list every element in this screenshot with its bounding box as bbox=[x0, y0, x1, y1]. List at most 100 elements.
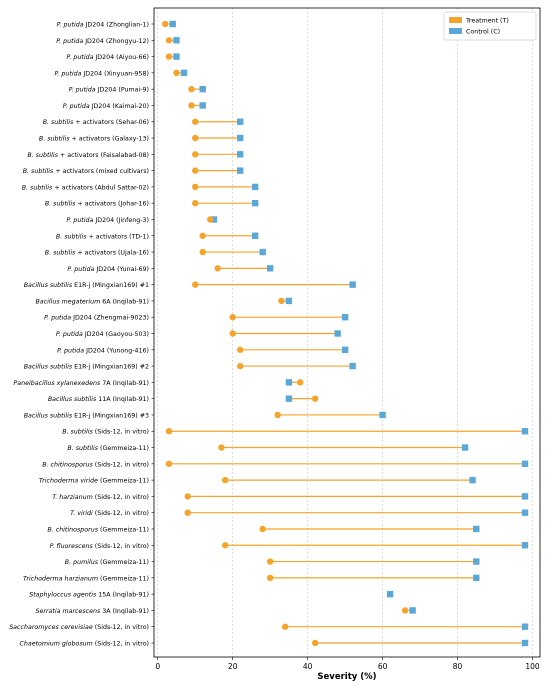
row-label-organism: Chaetomium globosum bbox=[19, 640, 92, 648]
control-marker bbox=[199, 102, 206, 109]
row-label-strain: (Sids-12, in vitro) bbox=[93, 429, 149, 436]
row-label-strain: JD204 (Jinfeng-3) bbox=[93, 217, 149, 224]
row-label-organism: Bacillus subtilis bbox=[24, 281, 73, 289]
treatment-marker bbox=[165, 53, 173, 60]
treatment-marker bbox=[192, 183, 199, 191]
plot-frame bbox=[153, 7, 541, 658]
control-marker bbox=[341, 346, 349, 353]
row-label-strain: 15A (Inqilab-91) bbox=[96, 592, 149, 599]
control-marker bbox=[469, 476, 476, 484]
row-label: P. putida JD204 (Xinyuan-958) bbox=[54, 69, 149, 77]
row-label-strain: (Gemmeiza-11) bbox=[98, 526, 149, 533]
control-marker bbox=[521, 509, 529, 516]
row-label: Saccharomyces cerevisiae (Sids-12, in vi… bbox=[9, 624, 149, 631]
x-tick-label: 60 bbox=[378, 662, 388, 671]
row-label: B. subtilis + activators (TD-1) bbox=[56, 232, 149, 240]
treatment-marker bbox=[165, 37, 173, 44]
row-label-strain: JD204 (Zhengmai-9023) bbox=[71, 315, 149, 322]
row-label: T. viridi (Sids-12, in vitro) bbox=[70, 510, 149, 517]
control-marker bbox=[236, 151, 244, 158]
control-marker bbox=[521, 542, 529, 549]
treatment-marker bbox=[162, 20, 169, 28]
row-label-organism: Trichoderma harzianum bbox=[23, 575, 98, 582]
row-label-organism: B. subtilis bbox=[56, 232, 87, 240]
control-marker bbox=[473, 574, 480, 582]
control-marker bbox=[473, 558, 480, 565]
legend-label-control: Control (C) bbox=[466, 29, 500, 36]
row-label: T. harzianum (Sids-12, in vitro) bbox=[52, 494, 149, 501]
control-marker bbox=[521, 639, 529, 647]
row-label: B. chitinosporus (Gemmeiza-11) bbox=[47, 525, 149, 533]
control-marker bbox=[251, 199, 259, 207]
treatment-marker bbox=[222, 476, 229, 484]
control-marker bbox=[461, 444, 469, 451]
row-label-strain: + activators (mixed cultivars) bbox=[53, 168, 149, 175]
row-label-organism: Serratia marcescens bbox=[35, 607, 101, 615]
row-label: Bacillus megaterium 6A (Inqilab-91) bbox=[35, 297, 149, 305]
row-label-strain: + activators (Johar-16) bbox=[75, 201, 149, 208]
row-label: B. pumilus (Gemmeiza-11) bbox=[65, 559, 149, 566]
control-marker bbox=[521, 428, 529, 435]
row-label-organism: Bacillus megaterium bbox=[35, 297, 100, 305]
row-label-organism: B. subtilis bbox=[45, 249, 76, 257]
row-label-organism: B. subtilis bbox=[22, 183, 53, 191]
row-label-strain: (Gemmeiza-11) bbox=[98, 445, 149, 452]
control-marker bbox=[236, 118, 244, 125]
control-marker bbox=[236, 167, 244, 174]
legend-swatch-treatment bbox=[449, 17, 462, 23]
treatment-marker bbox=[188, 85, 195, 93]
control-marker bbox=[379, 411, 386, 419]
row-label: P. putida JD204 (Aiyou-66) bbox=[66, 53, 149, 61]
x-tick-label: 100 bbox=[525, 662, 540, 671]
treatment-marker bbox=[274, 411, 281, 419]
row-label-organism: B. subtilis bbox=[67, 444, 98, 452]
control-marker bbox=[473, 525, 480, 533]
treatment-marker bbox=[401, 607, 409, 614]
row-label-organism: P. putida bbox=[54, 69, 81, 77]
row-label-strain: E1R-j (Mingxian169) #1 bbox=[72, 282, 149, 289]
row-label-organism: P. putida bbox=[56, 330, 83, 338]
row-label: P. putida JD204 (Jinfeng-3) bbox=[66, 216, 149, 224]
treatment-marker bbox=[296, 379, 304, 386]
row-label: P. putida JD204 (Kaimai-20) bbox=[63, 102, 149, 110]
row-label-organism: P. fluorescens bbox=[50, 543, 94, 550]
row-label: B. subtilis + activators (Johar-16) bbox=[45, 200, 149, 208]
row-label-organism: B. subtilis bbox=[43, 118, 74, 126]
row-label: B. subtilis + activators (Abdul Sattar-0… bbox=[22, 183, 149, 191]
row-label-strain: JD204 (Xinyuan-958) bbox=[81, 70, 149, 77]
control-marker bbox=[251, 232, 259, 239]
row-label-organism: B. subtilis bbox=[62, 428, 93, 436]
row-label-strain: JD204 (Gaoyou-503) bbox=[83, 331, 149, 338]
row-label-organism: Bacillus subtilis bbox=[24, 363, 73, 371]
row-label: P. putida JD204 (Zhengmai-9023) bbox=[44, 314, 149, 322]
x-axis-label: Severity (%) bbox=[317, 672, 376, 682]
control-marker bbox=[334, 330, 341, 337]
row-label-organism: P. putida bbox=[66, 53, 93, 61]
treatment-marker bbox=[266, 558, 274, 565]
row-label: Bacillus subtilis E1R-j (Mingxian169) #3 bbox=[24, 411, 149, 419]
control-marker bbox=[210, 216, 218, 223]
row-label-strain: + activators (TD-1) bbox=[87, 233, 149, 240]
row-label-organism: B. subtilis bbox=[45, 200, 76, 208]
control-marker bbox=[409, 607, 416, 614]
row-label-organism: Bacillus subtilis bbox=[48, 395, 97, 403]
treatment-marker bbox=[192, 199, 199, 207]
row-label: Bacillus subtilis E1R-j (Mingxian169) #1 bbox=[24, 281, 149, 289]
row-label: B. subtilis + activators (mixed cultivar… bbox=[23, 167, 149, 175]
treatment-marker bbox=[278, 297, 285, 305]
control-marker bbox=[236, 134, 244, 142]
x-tick-label: 20 bbox=[228, 662, 238, 671]
control-marker bbox=[173, 53, 180, 60]
row-label: P. putida JD204 (Yunong-416) bbox=[57, 346, 149, 354]
row-label-organism: B. subtilis bbox=[23, 167, 54, 175]
treatment-marker bbox=[311, 395, 319, 402]
treatment-marker bbox=[229, 330, 236, 337]
control-marker bbox=[259, 248, 266, 256]
row-label-strain: (Sids-12, in vitro) bbox=[93, 543, 149, 550]
treatment-marker bbox=[192, 151, 199, 158]
treatment-marker bbox=[236, 346, 244, 353]
row-label-organism: P. putida bbox=[56, 37, 83, 45]
control-marker bbox=[341, 314, 349, 321]
legend-label-treatment: Treatment (T) bbox=[465, 18, 509, 25]
